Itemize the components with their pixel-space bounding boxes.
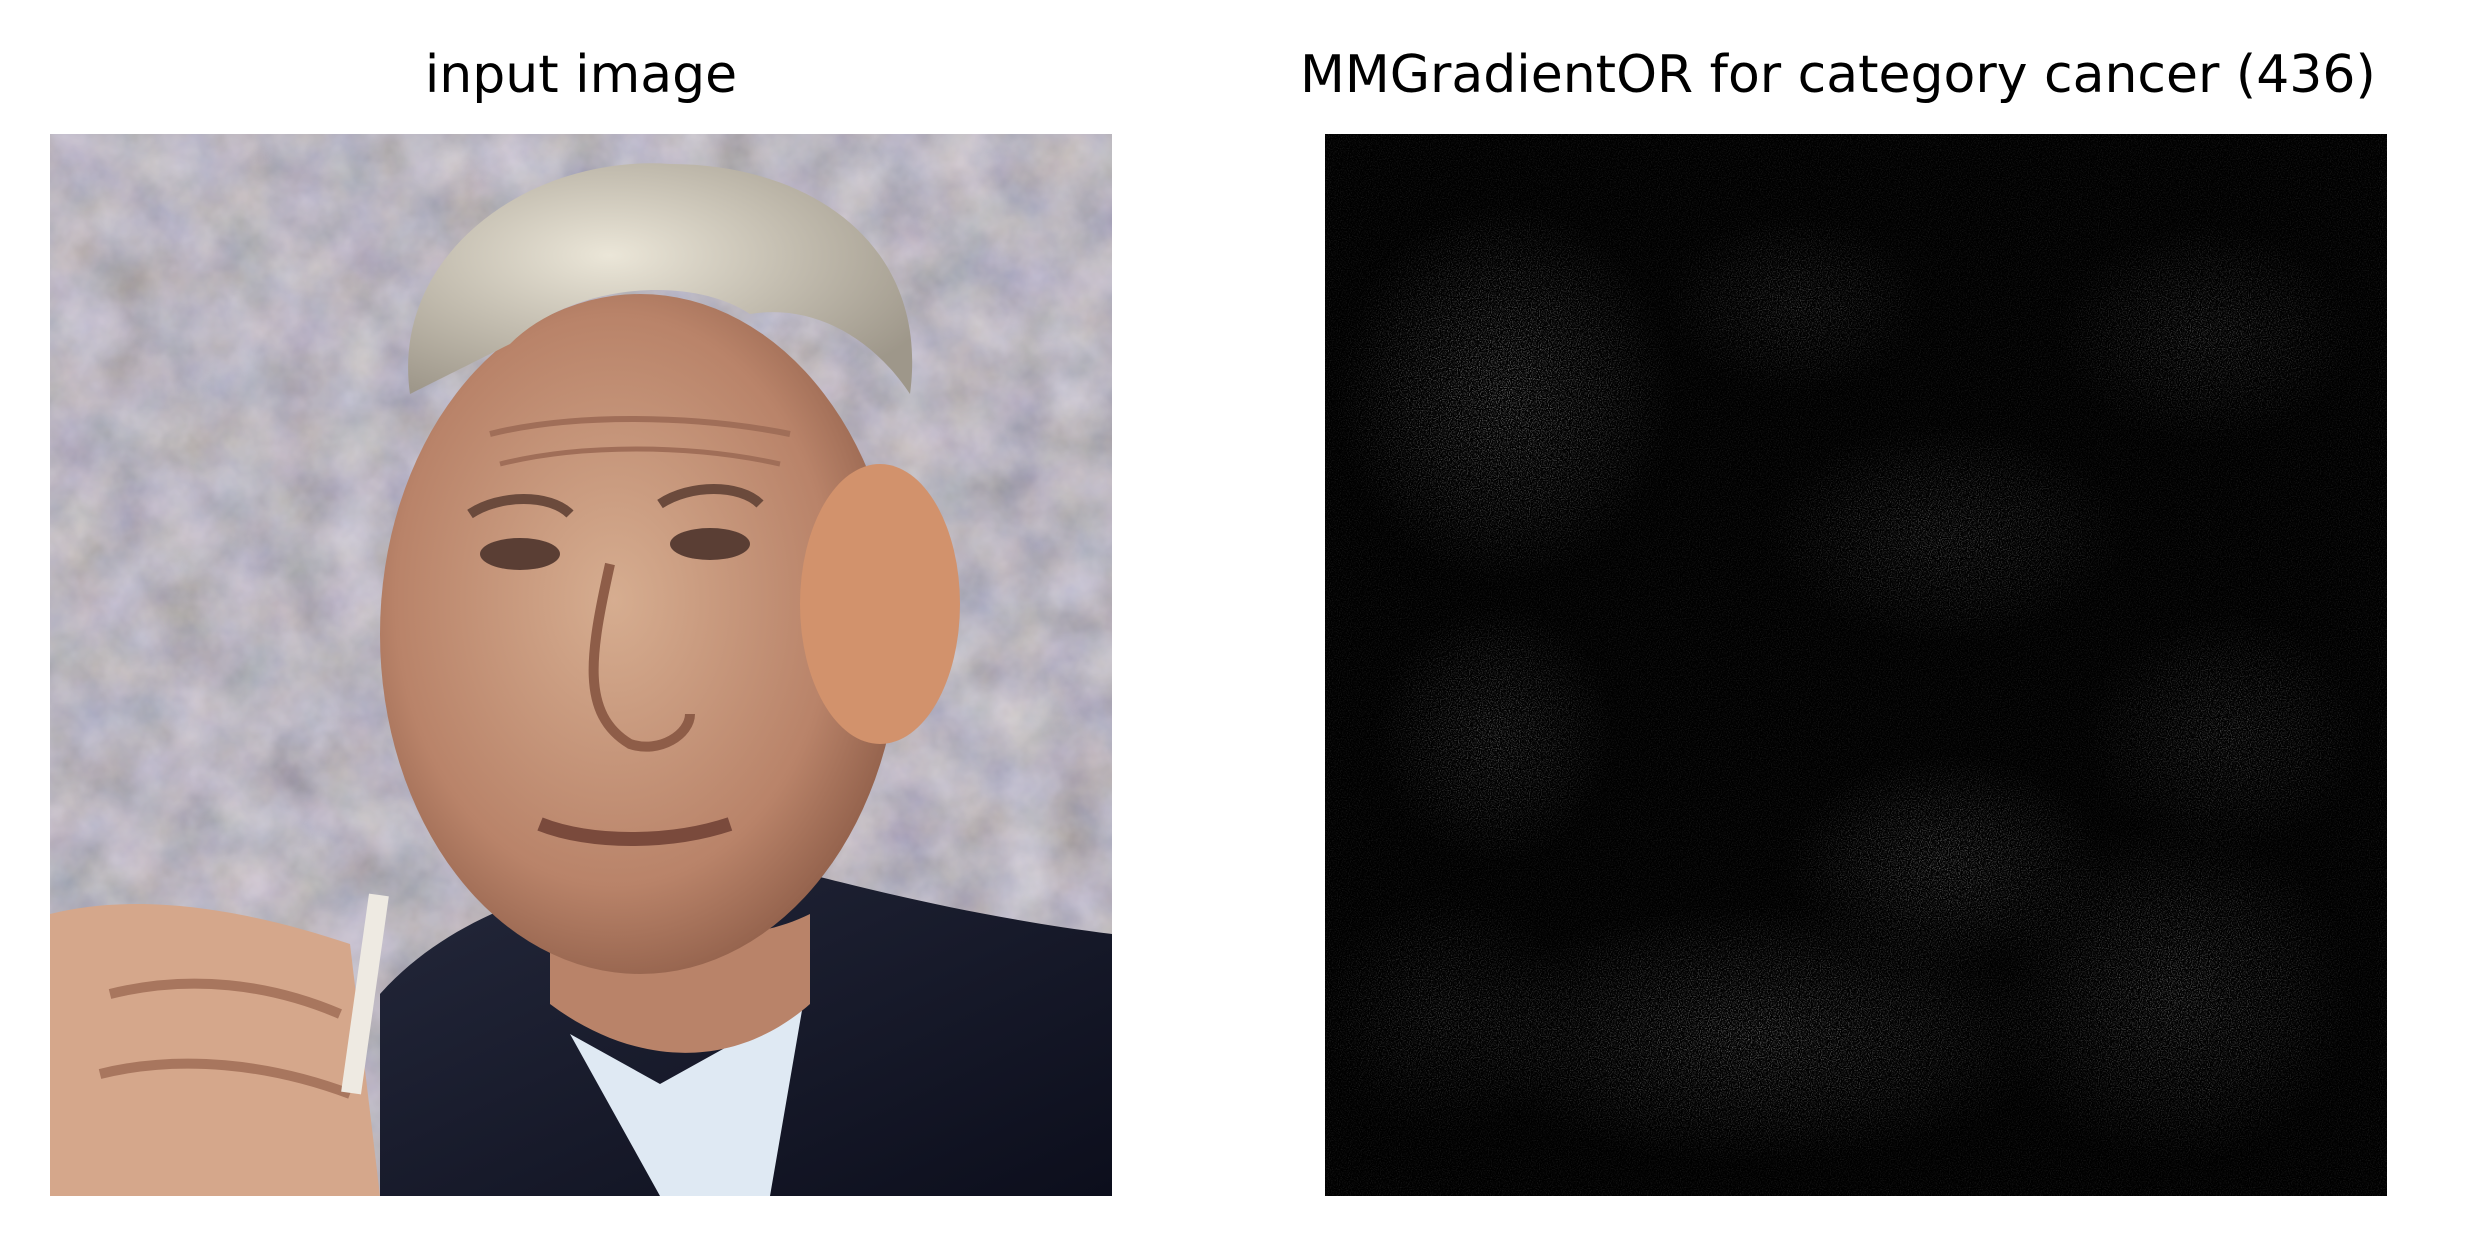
saliency-map [1325,134,2387,1196]
hand [50,904,380,1196]
mouth [537,817,733,846]
cigarette [341,893,389,1095]
input-image-canvas [50,134,1112,1196]
right-eye [670,528,750,560]
input-image-title: input image [424,45,738,105]
left-eye [480,538,560,570]
saliency-map-title: MMGradientOR for category cancer (436) [1300,45,2376,105]
shirt-collar [570,964,810,1196]
nose [588,562,695,752]
input-image [50,134,1112,1196]
ear [800,464,960,744]
saliency-speckle-layer [1325,134,2387,1196]
saliency-map-canvas [1325,134,2387,1196]
hair [408,163,913,394]
